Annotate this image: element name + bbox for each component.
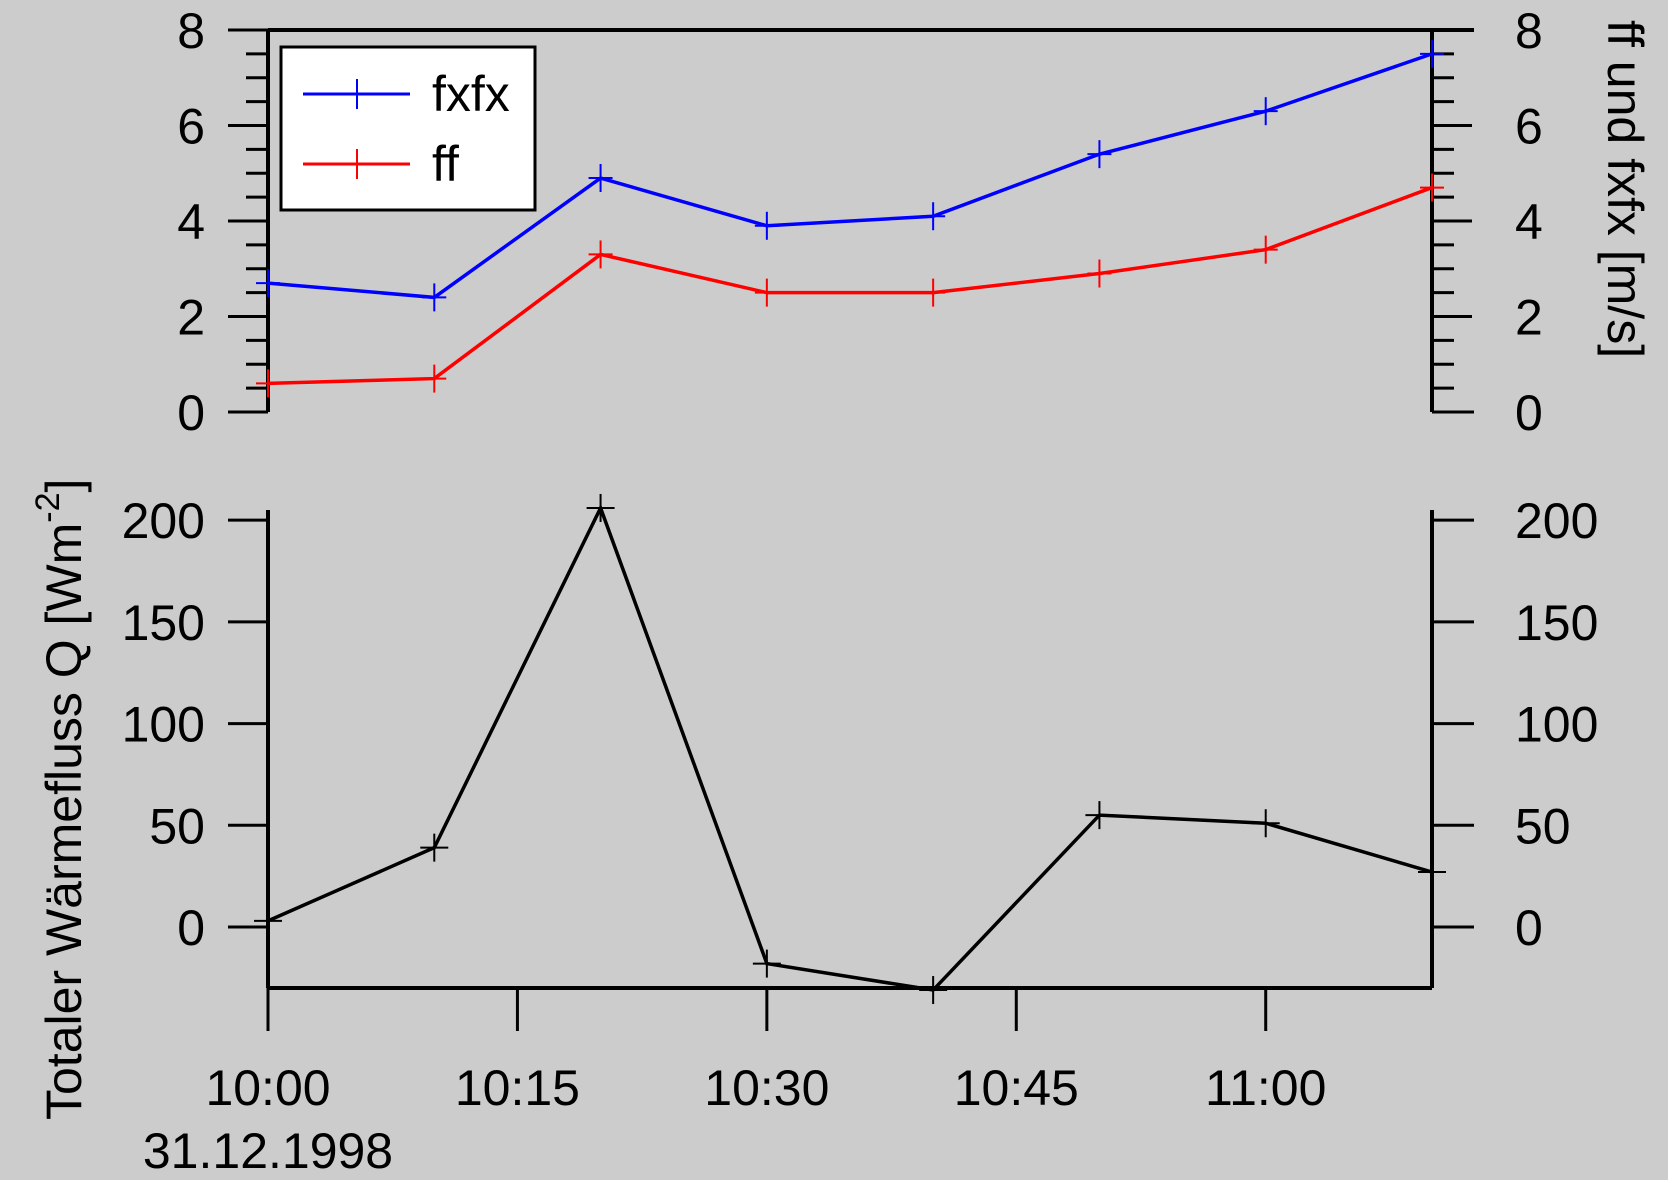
legend-label-ff: ff [432,136,459,192]
heat-y-tick-label-left: 50 [149,798,205,854]
data-point-ff [422,364,447,393]
x-tick-label: 11:00 [1205,1060,1326,1116]
data-point-heat-flux [1251,809,1280,838]
wind-y-tick-label-left: 6 [177,99,205,155]
heat-y-tick-label-right: 100 [1515,697,1598,753]
x-axis-date-label: 31.12.1998 [143,1123,393,1179]
data-point-fxfx [921,202,946,231]
series-line-ff [267,185,1433,386]
legend: fxfx ff [279,45,537,212]
y-axis-label-left-end: ] [36,479,92,493]
data-point-fxfx [1420,39,1444,68]
data-point-heat-flux [586,493,615,522]
heat-axes: 0 0 50 50 100 100 150 150 200 200 [122,493,1598,990]
data-point-heat-flux [919,976,948,1005]
data-point-heat-flux [254,906,282,935]
y-axis-label-left: Totaler Wärmefluss Q [Wm-2] [29,479,92,1120]
x-tick-label: 10:45 [954,1060,1079,1116]
wind-series [256,39,1444,398]
time-axis: 10:00 10:15 10:30 10:45 11:00 [205,988,1326,1116]
data-point-fxfx [256,269,280,298]
data-point-ff [256,369,280,398]
heat-y-tick-label-right: 0 [1515,900,1543,956]
series-line-heat-flux [267,503,1433,992]
heat-y-tick-label-left: 150 [122,595,205,651]
x-tick-label: 10:15 [455,1060,580,1116]
wind-y-tick-label-right: 8 [1515,3,1543,59]
wind-y-tick-label-left: 4 [177,194,205,250]
data-point-fxfx [754,211,779,240]
wind-panel: 0 0 2 2 4 4 6 6 8 8 [177,3,1543,441]
legend-entry-fxfx: fxfx [303,66,510,122]
data-point-heat-flux [1085,801,1114,830]
y-axis-label-left-main: Totaler Wärmefluss Q [Wm [36,523,92,1120]
wind-y-tick-label-right: 4 [1515,194,1543,250]
heat-y-tick-label-right: 50 [1515,798,1571,854]
legend-label-fxfx: fxfx [432,66,510,122]
data-point-ff [1087,259,1112,288]
y-axis-label-left-sup: -2 [29,492,67,522]
wind-y-tick-label-left: 0 [177,385,205,441]
wind-y-tick-label-right: 6 [1515,99,1543,155]
data-point-ff [754,278,779,307]
data-point-fxfx [588,164,613,193]
heat-y-tick-label-right: 200 [1515,493,1598,549]
heat-y-tick-label-left: 200 [122,493,205,549]
legend-box [279,45,537,212]
x-tick-label: 10:30 [704,1060,829,1116]
data-point-ff [1420,173,1444,202]
data-point-ff [921,278,946,307]
wind-y-tick-label-left: 2 [177,290,205,346]
data-point-heat-flux [1418,858,1446,887]
wind-y-tick-label-right: 2 [1515,290,1543,346]
heat-y-tick-label-right: 150 [1515,595,1598,651]
data-point-fxfx [1253,97,1278,126]
data-point-ff [1253,235,1278,264]
heat-y-tick-label-left: 0 [177,900,205,956]
heat-panel: 0 0 50 50 100 100 150 150 200 200 [122,493,1598,1005]
data-point-heat-flux [752,949,781,978]
wind-axes: 0 0 2 2 4 4 6 6 8 8 [177,3,1543,441]
wind-y-tick-label-right: 0 [1515,385,1543,441]
wind-y-tick-label-left: 8 [177,3,205,59]
y-axis-label-right: ff und fxfx [m/s] [1597,20,1653,358]
heat-series [254,493,1446,1005]
data-point-heat-flux [420,833,449,862]
data-point-fxfx [422,283,447,312]
data-point-fxfx [1087,140,1112,169]
legend-entry-ff: ff [303,136,459,192]
heat-y-tick-label-left: 100 [122,697,205,753]
data-point-ff [588,240,613,269]
x-tick-label: 10:00 [205,1060,330,1116]
series-line-fxfx [267,52,1433,300]
